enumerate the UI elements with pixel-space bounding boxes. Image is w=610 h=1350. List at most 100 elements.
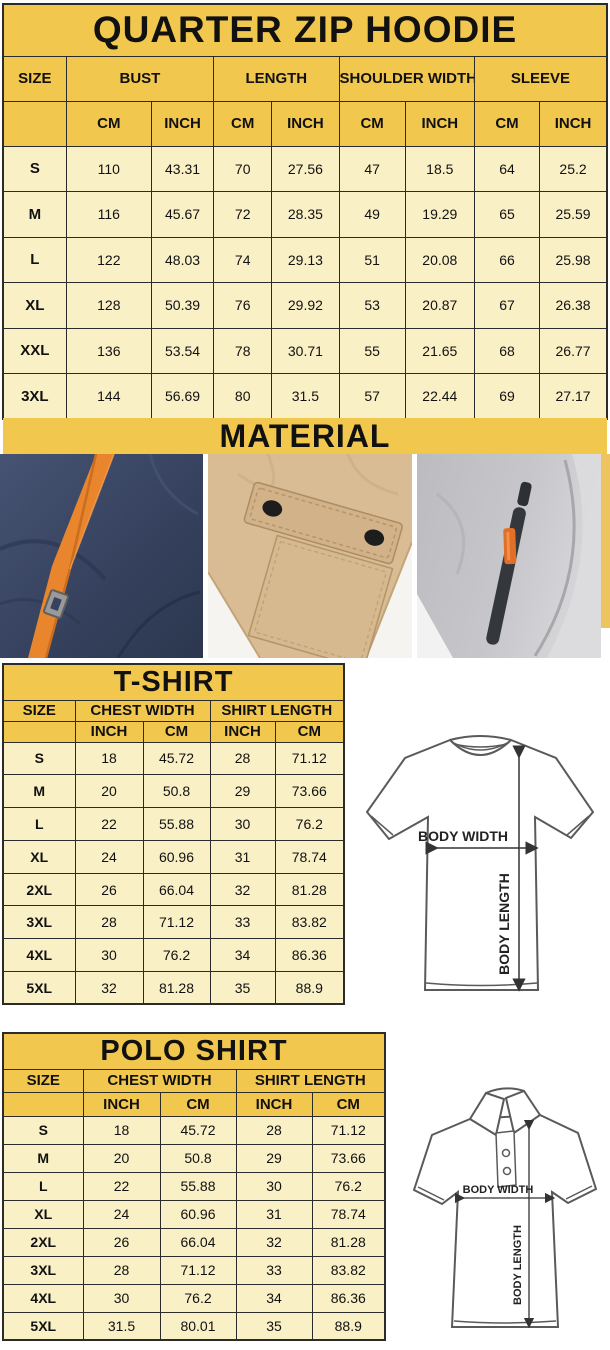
size-label: L <box>2 236 67 283</box>
length-inch-value: 35 <box>209 971 276 1005</box>
length-inch-value: 30.71 <box>271 327 340 374</box>
table-row: XL 128 50.39 76 29.92 53 20.87 67 26.38 <box>2 282 608 329</box>
bust-cm-value: 144 <box>65 373 152 420</box>
tshirt-measurement-diagram: BODY WIDTH BODY LENGTH <box>353 702 610 1017</box>
shoulder-cm-value: 49 <box>338 191 406 238</box>
length-cm-value: 70 <box>213 145 273 192</box>
length-inch-value: 33 <box>235 1255 313 1285</box>
size-label: 4XL <box>2 938 76 973</box>
chest-cm-value: 80.01 <box>159 1311 237 1341</box>
col-header-shoulder-width: SHOULDER WIDTH <box>338 55 475 102</box>
chest-cm-value: 71.12 <box>142 905 211 940</box>
col-header-size: SIZE <box>2 1068 84 1093</box>
table-row: 3XL 144 56.69 80 31.5 57 22.44 69 27.17 <box>2 373 608 420</box>
unit-header-cm: CM <box>274 720 345 743</box>
table-row: 5XL 32 81.28 35 88.9 <box>2 971 345 1005</box>
sleeve-cm-value: 67 <box>473 282 541 329</box>
table-row: S 18 45.72 28 71.12 <box>2 741 345 776</box>
length-cm-value: 76 <box>213 282 273 329</box>
length-cm-value: 76.2 <box>274 807 345 841</box>
length-inch-value: 31 <box>209 839 276 874</box>
unit-header-inch: INCH <box>404 100 475 147</box>
hoodie-table-title: QUARTER ZIP HOODIE <box>2 3 608 57</box>
chest-inch-value: 18 <box>82 1115 161 1145</box>
chest-inch-value: 24 <box>82 1199 161 1229</box>
hoodie-size-table: QUARTER ZIP HOODIE SIZE BUST LENGTH SHOU… <box>2 3 608 420</box>
length-cm-value: 86.36 <box>274 938 345 973</box>
chest-cm-value: 55.88 <box>159 1171 237 1201</box>
table-row: L 22 55.88 30 76.2 <box>2 1171 386 1201</box>
body-width-label: BODY WIDTH <box>463 1184 534 1196</box>
sleeve-cm-value: 65 <box>473 191 541 238</box>
length-cm-value: 83.82 <box>274 905 345 940</box>
unit-header-inch: INCH <box>209 720 276 743</box>
size-label: XXL <box>2 327 67 374</box>
chest-inch-value: 20 <box>74 774 144 809</box>
length-inch-value: 34 <box>235 1283 313 1313</box>
size-label: S <box>2 741 76 776</box>
material-background-strip <box>601 454 610 628</box>
unit-header-inch: INCH <box>82 1091 161 1117</box>
table-row: 2XL 26 66.04 32 81.28 <box>2 872 345 907</box>
size-label: L <box>2 807 76 841</box>
length-cm-value: 88.9 <box>274 971 345 1005</box>
col-header-shirt-length: SHIRT LENGTH <box>209 699 345 722</box>
size-label: S <box>2 145 67 192</box>
bust-cm-value: 116 <box>65 191 152 238</box>
sleeve-inch-value: 27.17 <box>539 373 608 420</box>
size-label: 2XL <box>2 1227 84 1257</box>
length-cm-value: 78.74 <box>311 1199 386 1229</box>
chest-cm-value: 76.2 <box>159 1283 237 1313</box>
length-inch-value: 32 <box>209 872 276 907</box>
size-label: 5XL <box>2 1311 84 1341</box>
material-photo-grey-zip-pocket <box>417 454 601 658</box>
chest-inch-value: 30 <box>82 1283 161 1313</box>
sleeve-inch-value: 25.59 <box>539 191 608 238</box>
shoulder-cm-value: 51 <box>338 236 406 283</box>
shoulder-inch-value: 20.08 <box>404 236 475 283</box>
length-cm-value: 86.36 <box>311 1283 386 1313</box>
sleeve-cm-value: 66 <box>473 236 541 283</box>
table-row: XL 24 60.96 31 78.74 <box>2 1199 386 1229</box>
length-inch-value: 28 <box>209 741 276 776</box>
length-inch-value: 29 <box>235 1143 313 1173</box>
length-cm-value: 83.82 <box>311 1255 386 1285</box>
polo-table-title: POLO SHIRT <box>2 1032 386 1070</box>
shoulder-cm-value: 55 <box>338 327 406 374</box>
size-label: 4XL <box>2 1283 84 1313</box>
chest-inch-value: 28 <box>82 1255 161 1285</box>
chest-inch-value: 22 <box>82 1171 161 1201</box>
chest-cm-value: 66.04 <box>159 1227 237 1257</box>
chest-inch-value: 20 <box>82 1143 161 1173</box>
length-inch-value: 30 <box>235 1171 313 1201</box>
chest-cm-value: 60.96 <box>159 1199 237 1229</box>
table-row: S 18 45.72 28 71.12 <box>2 1115 386 1145</box>
length-inch-value: 31 <box>235 1199 313 1229</box>
chest-cm-value: 81.28 <box>142 971 211 1005</box>
length-inch-value: 34 <box>209 938 276 973</box>
length-cm-value: 78.74 <box>274 839 345 874</box>
length-cm-value: 71.12 <box>274 741 345 776</box>
unit-header-inch: INCH <box>271 100 340 147</box>
length-cm-value: 73.66 <box>274 774 345 809</box>
bust-inch-value: 45.67 <box>150 191 215 238</box>
chest-inch-value: 18 <box>74 741 144 776</box>
size-label: 3XL <box>2 373 67 420</box>
polo-measurement-diagram: BODY WIDTH BODY LENGTH <box>400 1065 605 1350</box>
col-header-chest-width: CHEST WIDTH <box>74 699 211 722</box>
table-row: XXL 136 53.54 78 30.71 55 21.65 68 26.77 <box>2 327 608 374</box>
chest-cm-value: 60.96 <box>142 839 211 874</box>
bust-inch-value: 56.69 <box>150 373 215 420</box>
size-label: M <box>2 774 76 809</box>
length-cm-value: 78 <box>213 327 273 374</box>
length-inch-value: 28.35 <box>271 191 340 238</box>
sleeve-inch-value: 25.2 <box>539 145 608 192</box>
chest-inch-value: 31.5 <box>82 1311 161 1341</box>
body-length-label: BODY LENGTH <box>512 1225 524 1305</box>
size-label: M <box>2 1143 84 1173</box>
chest-cm-value: 45.72 <box>142 741 211 776</box>
table-row: 3XL 28 71.12 33 83.82 <box>2 905 345 940</box>
length-cm-value: 76.2 <box>311 1171 386 1201</box>
length-inch-value: 31.5 <box>271 373 340 420</box>
bust-cm-value: 136 <box>65 327 152 374</box>
